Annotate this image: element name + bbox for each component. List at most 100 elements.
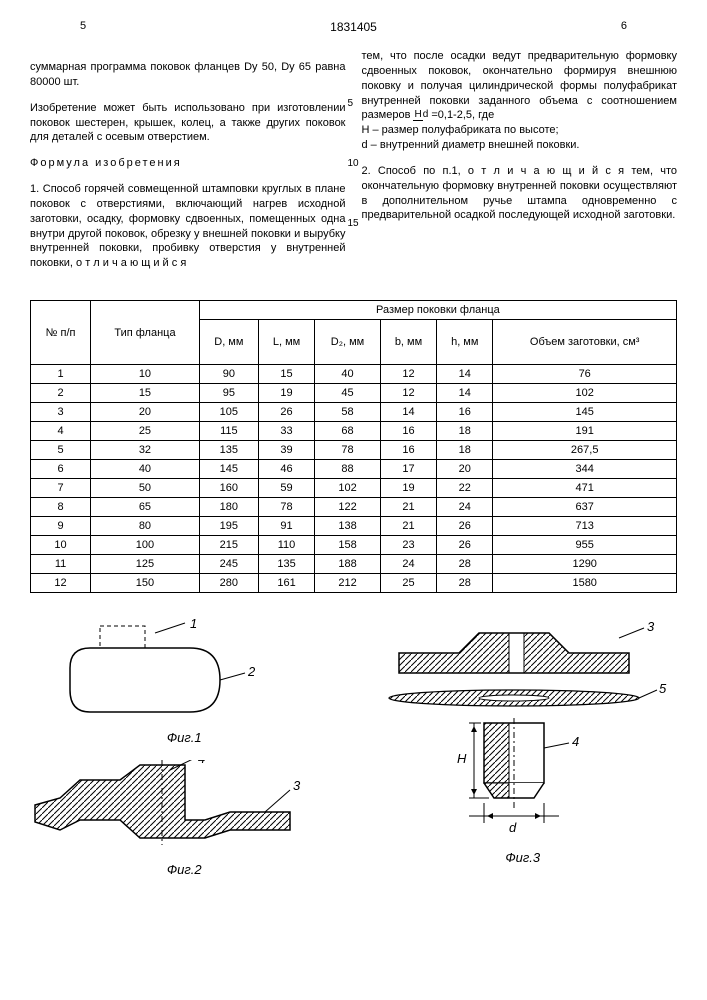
- svg-text:5: 5: [659, 681, 667, 696]
- cell: 24: [380, 555, 436, 574]
- cell: 28: [437, 574, 493, 593]
- cell: 18: [437, 422, 493, 441]
- cell: 161: [258, 574, 314, 593]
- cell: 20: [91, 403, 200, 422]
- cell: 40: [315, 365, 381, 384]
- cell: 88: [315, 460, 381, 479]
- th-num: № п/п: [31, 301, 91, 365]
- cell: 95: [199, 384, 258, 403]
- cell: 20: [437, 460, 493, 479]
- cell: 471: [493, 479, 677, 498]
- cell: 18: [437, 441, 493, 460]
- cell: 637: [493, 498, 677, 517]
- cell: 50: [91, 479, 200, 498]
- cell: 10: [31, 536, 91, 555]
- fig1-svg: 1 2: [30, 618, 290, 728]
- line-number: 10: [348, 157, 359, 171]
- page-header: 5 1831405 6: [30, 20, 677, 34]
- table-row: 64014546881720344: [31, 460, 677, 479]
- cell: 26: [258, 403, 314, 422]
- cell: 5: [31, 441, 91, 460]
- fraction: Hd: [413, 110, 428, 120]
- cell: 160: [199, 479, 258, 498]
- cell: 135: [199, 441, 258, 460]
- cell: 46: [258, 460, 314, 479]
- figure-column-left: 1 2 Фиг.1 4 3 Фиг.2: [30, 618, 339, 877]
- svg-text:H: H: [457, 751, 467, 766]
- flange-table: № п/п Тип флан­ца Размер поковки фланца …: [30, 300, 677, 593]
- cell: 68: [315, 422, 381, 441]
- cell: 19: [258, 384, 314, 403]
- cell: 955: [493, 536, 677, 555]
- cell: 16: [380, 441, 436, 460]
- cell: 100: [91, 536, 200, 555]
- page-num-left: 5: [80, 20, 86, 32]
- fig2-svg: 4 3: [30, 760, 330, 860]
- cell: 6: [31, 460, 91, 479]
- cell: 22: [437, 479, 493, 498]
- cell: 16: [437, 403, 493, 422]
- cell: 32: [91, 441, 200, 460]
- cell: 12: [380, 384, 436, 403]
- cell: 1580: [493, 574, 677, 593]
- cell: 24: [437, 498, 493, 517]
- th-sub: L, мм: [258, 320, 314, 365]
- cell: 80: [91, 517, 200, 536]
- cell: 713: [493, 517, 677, 536]
- cell: 16: [380, 422, 436, 441]
- cell: 25: [91, 422, 200, 441]
- cell: 191: [493, 422, 677, 441]
- line-number: 15: [348, 217, 359, 231]
- para: 1. Способ горячей совмещенной штамповки …: [30, 182, 346, 271]
- th-sub: h, мм: [437, 320, 493, 365]
- cell: 19: [380, 479, 436, 498]
- table-row: 750160591021922471: [31, 479, 677, 498]
- th-group: Размер поковки фланца: [199, 301, 676, 320]
- svg-text:2: 2: [247, 664, 256, 679]
- table-row: 101002151101582326955: [31, 536, 677, 555]
- svg-text:1: 1: [190, 618, 197, 631]
- table-row: 980195911382126713: [31, 517, 677, 536]
- cell: 17: [380, 460, 436, 479]
- cell: 245: [199, 555, 258, 574]
- right-column: 5 10 15 тем, что после осадки ведут пред…: [362, 49, 678, 282]
- cell: 102: [315, 479, 381, 498]
- th-sub: Объем за­готовки, см³: [493, 320, 677, 365]
- cell: 26: [437, 517, 493, 536]
- table-row: 110901540121476: [31, 365, 677, 384]
- cell: 15: [258, 365, 314, 384]
- cell: 14: [437, 384, 493, 403]
- cell: 11: [31, 555, 91, 574]
- cell: 145: [493, 403, 677, 422]
- cell: 12: [380, 365, 436, 384]
- cell: 138: [315, 517, 381, 536]
- cell: 78: [315, 441, 381, 460]
- cell: 40: [91, 460, 200, 479]
- fig1-label: Фиг.1: [30, 730, 339, 745]
- th-sub: D₂, мм: [315, 320, 381, 365]
- cell: 78: [258, 498, 314, 517]
- cell: 188: [315, 555, 381, 574]
- cell: 135: [258, 555, 314, 574]
- th-sub: b, мм: [380, 320, 436, 365]
- cell: 10: [91, 365, 200, 384]
- cell: 91: [258, 517, 314, 536]
- cell: 9: [31, 517, 91, 536]
- cell: 158: [315, 536, 381, 555]
- para: суммарная программа поковок фланцев Dy 5…: [30, 60, 346, 90]
- th-sub: D, мм: [199, 320, 258, 365]
- cell: 1: [31, 365, 91, 384]
- table-row: 42511533681618191: [31, 422, 677, 441]
- cell: 344: [493, 460, 677, 479]
- cell: 4: [31, 422, 91, 441]
- cell: 280: [199, 574, 258, 593]
- para: d – внутренний диаметр внешней поковки.: [362, 138, 678, 153]
- para: 2. Способ по п.1, о т л и ч а ю щ и й с …: [362, 164, 678, 223]
- fig3-svg: 3 5 4 H d: [369, 618, 669, 848]
- cell: 8: [31, 498, 91, 517]
- cell: 115: [199, 422, 258, 441]
- svg-text:4: 4: [572, 734, 579, 749]
- table-row: 1215028016121225281580: [31, 574, 677, 593]
- table-row: 32010526581416145: [31, 403, 677, 422]
- cell: 267,5: [493, 441, 677, 460]
